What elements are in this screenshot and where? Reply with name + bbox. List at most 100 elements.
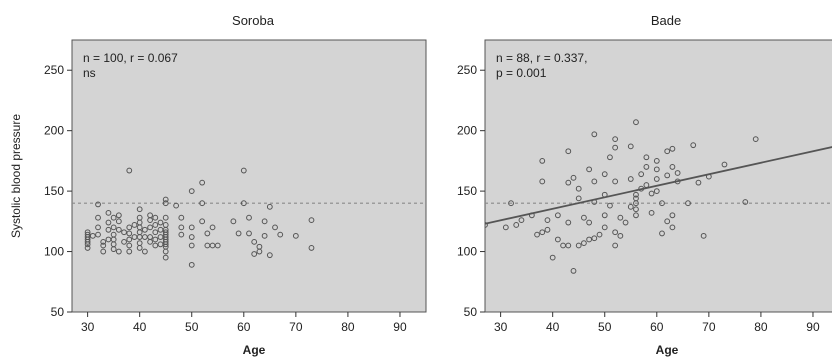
y-tick-label: 250 (44, 63, 64, 77)
data-point (105, 226, 112, 233)
y-tick-label: 150 (44, 184, 64, 198)
data-point (612, 144, 619, 151)
data-point (152, 229, 159, 236)
data-point (659, 200, 665, 207)
data-point (607, 202, 613, 209)
data-point (742, 199, 749, 205)
data-point (110, 246, 117, 253)
data-point (214, 242, 221, 249)
data-point (162, 241, 169, 248)
data-point (256, 248, 263, 255)
data-point (136, 245, 143, 251)
x-axis-label: Age (656, 343, 679, 357)
data-point (570, 267, 577, 274)
x-tick-label: 60 (237, 320, 251, 334)
x-tick-label: 80 (341, 320, 355, 334)
data-point (131, 222, 138, 228)
data-point (544, 226, 551, 233)
data-point (591, 178, 598, 185)
y-tick-label: 50 (51, 305, 65, 319)
data-point (575, 185, 582, 192)
data-point (565, 242, 572, 249)
data-point (152, 222, 159, 228)
data-point (115, 248, 122, 255)
data-point (126, 167, 133, 174)
y-tick-label: 250 (457, 63, 477, 77)
data-point (554, 212, 561, 219)
data-point (100, 238, 107, 245)
data-point (162, 214, 169, 221)
chart-panel-2: Bade 50 100 150 200 250 30 40 50 60 70 80 90 Age n = 8… (457, 13, 832, 357)
data-point (643, 182, 650, 188)
data-point (653, 157, 660, 164)
data-point (664, 218, 671, 225)
data-point (607, 154, 613, 161)
data-point (173, 202, 180, 209)
data-point (110, 214, 117, 221)
data-point (565, 148, 572, 155)
data-point (152, 236, 159, 243)
data-point (178, 214, 185, 221)
data-point (266, 203, 273, 210)
data-point (653, 166, 660, 173)
data-point (126, 230, 133, 237)
data-point (115, 226, 122, 233)
data-point (261, 232, 268, 239)
x-tick-label: 50 (185, 320, 199, 334)
data-point (549, 254, 556, 261)
data-point (565, 179, 572, 186)
data-point (126, 242, 133, 249)
data-point (100, 248, 107, 255)
data-point (251, 251, 258, 257)
data-point (261, 218, 268, 225)
data-point (539, 178, 546, 185)
data-point (617, 232, 624, 239)
data-point (251, 238, 258, 245)
data-point (752, 136, 759, 143)
data-point (188, 242, 195, 249)
data-point (147, 224, 153, 231)
data-point (586, 236, 593, 243)
data-point (627, 203, 634, 210)
x-tick-label: 40 (133, 320, 147, 334)
plot-area (71, 39, 427, 313)
data-point (292, 232, 299, 239)
data-point (534, 231, 540, 238)
data-point (643, 154, 650, 161)
data-point (601, 171, 608, 178)
data-point (575, 242, 582, 249)
data-point (508, 200, 514, 207)
data-point (485, 222, 488, 228)
data-point (633, 206, 639, 213)
data-point (648, 209, 655, 216)
x-tick-label: 50 (598, 320, 612, 334)
data-point (188, 224, 195, 231)
data-point (115, 212, 122, 219)
data-point (199, 179, 206, 186)
data-point (188, 261, 195, 268)
data-point (100, 242, 107, 249)
data-point (669, 164, 676, 170)
data-point (622, 219, 629, 226)
data-point (121, 238, 127, 245)
data-point (126, 248, 133, 255)
data-point (596, 231, 603, 238)
data-point (539, 229, 546, 236)
data-point (178, 224, 185, 231)
data-point (204, 230, 211, 237)
data-point (648, 190, 655, 197)
data-point (570, 174, 577, 181)
data-point (502, 224, 509, 231)
data-point (528, 212, 535, 219)
data-point (162, 248, 169, 255)
x-tick-label: 40 (546, 320, 560, 334)
y-tick-label: 200 (457, 124, 477, 138)
y-tick-label: 200 (44, 124, 64, 138)
data-point (586, 219, 593, 226)
data-point (141, 248, 148, 255)
data-point (246, 214, 252, 221)
data-point (272, 224, 278, 231)
x-tick-label: 90 (393, 320, 407, 334)
data-point (105, 209, 112, 216)
